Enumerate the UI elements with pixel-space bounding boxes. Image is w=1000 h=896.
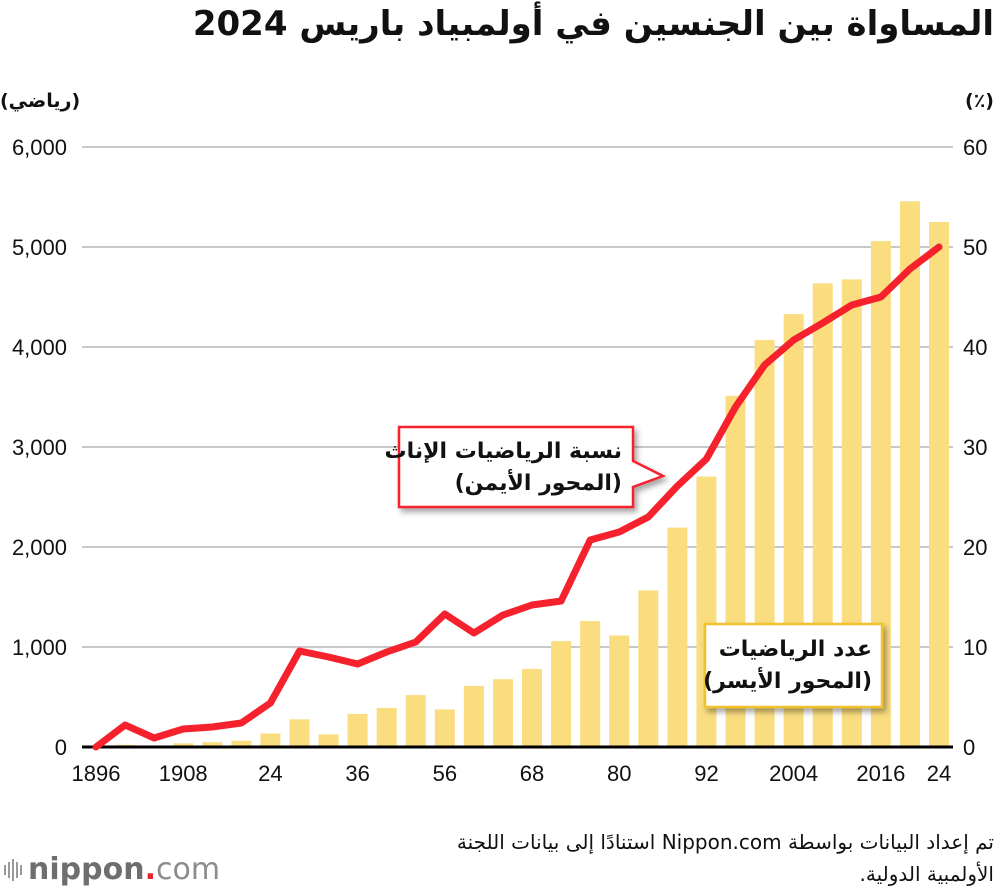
- bar-1948: [376, 708, 397, 747]
- right-axis-ticks: 0 10 20 30 40 50 60: [963, 135, 987, 760]
- bar-1980: [609, 635, 630, 747]
- right-tick-label: 40: [963, 335, 987, 360]
- right-tick-label: 10: [963, 635, 987, 660]
- bar-1976: [580, 621, 601, 747]
- bar-2020: [899, 201, 920, 748]
- x-tick-label: 1896: [72, 761, 121, 786]
- left-tick-label: 0: [55, 735, 67, 760]
- source-line-2: الأولمبية الدولية.: [859, 862, 994, 886]
- source-line-1: تم إعداد البيانات بواسطة Nippon.com استن…: [456, 830, 994, 854]
- sound-bars-icon: [4, 858, 22, 881]
- left-axis-ticks: 0 1,000 2,000 3,000 4,000 5,000 6,000: [12, 135, 67, 760]
- callout-line-1: عدد الرياضيات: [718, 637, 872, 662]
- bar-1920: [231, 740, 252, 747]
- source-note: تم إعداد البيانات بواسطة Nippon.com استن…: [457, 826, 994, 890]
- x-tick-label: 92: [694, 761, 718, 786]
- right-axis-unit-label: (٪): [965, 90, 994, 112]
- bar-series-callout-label: عدد الرياضيات (المحور الأيسر): [703, 634, 872, 698]
- bar-1984: [638, 590, 659, 747]
- x-tick-label: 36: [345, 761, 369, 786]
- bar-1972: [551, 641, 572, 747]
- right-tick-label: 60: [963, 135, 987, 160]
- right-tick-label: 50: [963, 235, 987, 260]
- callout-line-1: نسبة الرياضيات الإناث: [384, 439, 622, 464]
- logo-dot: .: [144, 852, 156, 887]
- line-series-callout-label: نسبة الرياضيات الإناث (المحور الأيمن): [385, 436, 622, 500]
- left-tick-label: 1,000: [12, 635, 67, 660]
- bar-1908: [173, 743, 194, 747]
- x-tick-label: 2004: [769, 761, 818, 786]
- bar-1924: [260, 733, 281, 747]
- left-tick-label: 2,000: [12, 535, 67, 560]
- x-tick-label: 68: [520, 761, 544, 786]
- left-tick-label: 4,000: [12, 335, 67, 360]
- logo-suffix: com: [155, 852, 221, 887]
- left-tick-label: 6,000: [12, 135, 67, 160]
- callout-line-2: (المحور الأيسر): [703, 669, 872, 694]
- logo-name: nippon: [28, 852, 145, 887]
- bar-1936: [347, 713, 368, 747]
- right-tick-label: 30: [963, 435, 987, 460]
- left-axis-unit-label: (رياضي): [0, 90, 81, 112]
- bar-1956: [434, 709, 455, 747]
- bar-1952: [405, 695, 426, 747]
- bar-2024: [929, 222, 949, 747]
- nippon-logo: nippon. com: [4, 852, 220, 887]
- x-axis-ticks: 1896 1908 24 36 56 68 80 92 2004 2016 24: [72, 761, 952, 786]
- x-tick-label: 24: [258, 761, 282, 786]
- x-tick-label: 56: [433, 761, 457, 786]
- line-series-callout-box: [397, 425, 667, 509]
- bar-1964: [492, 679, 513, 747]
- x-tick-label: 2016: [856, 761, 905, 786]
- bar-1932: [318, 734, 339, 747]
- x-tick-label: 24: [927, 761, 951, 786]
- bar-1968: [522, 668, 543, 747]
- callout-line-2: (المحور الأيمن): [454, 471, 622, 496]
- left-tick-label: 3,000: [12, 435, 67, 460]
- bar-1988: [667, 527, 688, 747]
- bar-1928: [289, 719, 310, 747]
- chart-title: المساواة بين الجنسين في أولمبياد باريس 2…: [192, 4, 995, 44]
- bar-2016: [870, 241, 891, 747]
- right-tick-label: 0: [963, 735, 975, 760]
- left-tick-label: 5,000: [12, 235, 67, 260]
- right-tick-label: 20: [963, 535, 987, 560]
- x-tick-label: 80: [607, 761, 631, 786]
- bar-1960: [463, 685, 484, 747]
- x-tick-label: 1908: [159, 761, 208, 786]
- female-share-line: [92, 243, 943, 751]
- bar-series-callout-box: [703, 622, 884, 709]
- bar-1912: [202, 742, 223, 747]
